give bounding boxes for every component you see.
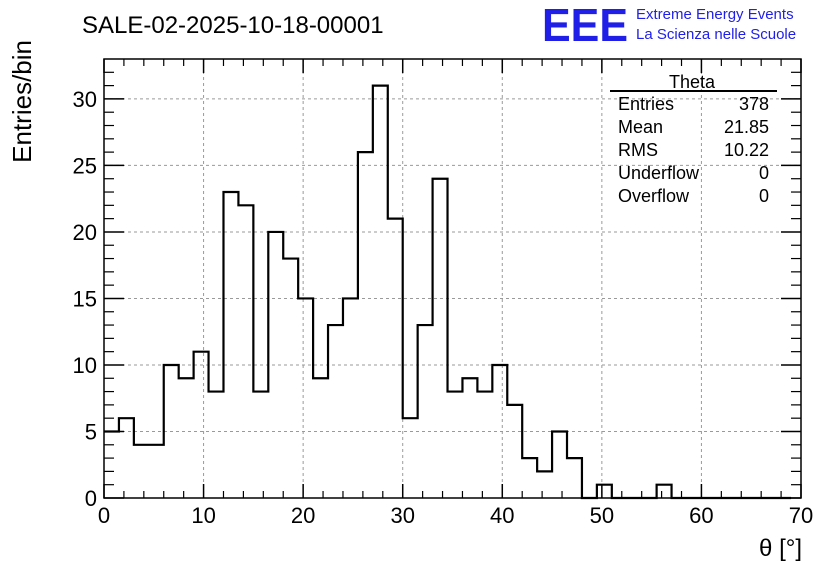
stats-row-label: RMS [618, 140, 658, 160]
histogram-bin [373, 86, 388, 498]
histogram-bin [298, 298, 313, 498]
histogram-bin [448, 392, 463, 498]
histogram-bin [343, 298, 358, 498]
histogram-bin [179, 378, 194, 498]
y-tick-label: 15 [73, 286, 97, 311]
y-tick-label: 0 [85, 486, 97, 511]
histogram-bin [522, 458, 537, 498]
x-tick-labels: 0 10 20 30 40 50 60 70 [98, 503, 813, 528]
histogram-bin [223, 192, 238, 498]
histogram-bin [418, 325, 433, 498]
histogram-bin [552, 431, 567, 498]
histogram-bin [253, 392, 268, 498]
stats-row-label: Underflow [618, 163, 700, 183]
y-tick-label: 20 [73, 220, 97, 245]
stats-row-label: Overflow [618, 186, 690, 206]
y-tick-labels: 0 5 10 15 20 25 30 [73, 87, 97, 511]
stats-row-label: Mean [618, 117, 663, 137]
stats-row-value: 378 [739, 94, 769, 114]
y-tick-label: 30 [73, 87, 97, 112]
histogram-bin [134, 445, 149, 498]
histogram-bin [149, 445, 164, 498]
x-tick-label: 0 [98, 503, 110, 528]
histogram-bin [268, 232, 283, 498]
stats-row-value: 0 [759, 186, 769, 206]
chart-title: SALE-02-2025-10-18-00001 [82, 12, 384, 39]
histogram-bin [388, 219, 403, 498]
stats-row-value: 21.85 [724, 117, 769, 137]
histogram-bin [507, 405, 522, 498]
plot-frame [103, 58, 802, 499]
org-name-line1: Extreme Energy Events [636, 6, 794, 23]
x-tick-label: 50 [590, 503, 614, 528]
histogram-bin [238, 205, 253, 498]
stats-rows: Entries 378 Mean 21.85 RMS 10.22 Underflow 0 Ove… [618, 94, 769, 206]
grid-lines [104, 59, 801, 498]
histogram-bin [164, 365, 179, 498]
histogram-bin [657, 485, 672, 498]
histogram-bin [537, 471, 552, 498]
stats-title: Theta [669, 72, 716, 92]
x-axis-label: θ [°] [759, 535, 802, 562]
histogram-bin [433, 179, 448, 498]
histogram-bin [209, 392, 224, 498]
stats-row-label: Entries [618, 94, 674, 114]
stats-row-value: 0 [759, 163, 769, 183]
histogram-bin [492, 365, 507, 498]
histogram-bins [104, 86, 672, 498]
x-tick-label: 30 [390, 503, 414, 528]
x-tick-label: 70 [789, 503, 813, 528]
x-tick-label: 20 [291, 503, 315, 528]
org-name-line2: La Scienza nelle Scuole [636, 26, 796, 43]
histogram-bin [119, 418, 134, 498]
histogram-bin [104, 431, 119, 498]
x-tick-label: 40 [490, 503, 514, 528]
histogram-bin [283, 259, 298, 498]
y-tick-label: 10 [73, 353, 97, 378]
histogram-bin [313, 378, 328, 498]
y-tick-label: 25 [73, 153, 97, 178]
eee-logo: EEE [542, 0, 628, 51]
minor-ticks [104, 59, 801, 498]
histogram-bin [358, 152, 373, 498]
x-tick-label: 60 [689, 503, 713, 528]
stats-box: Theta Entries 378 Mean 21.85 RMS 10.22 Underfl… [610, 72, 777, 206]
histogram-bin [462, 378, 477, 498]
y-axis-label: Entries/bin [7, 40, 37, 163]
y-tick-label: 5 [85, 419, 97, 444]
histogram-bin [477, 392, 492, 498]
histogram-bin [597, 485, 612, 498]
stats-row-value: 10.22 [724, 140, 769, 160]
histogram-bin [328, 325, 343, 498]
histogram-bin [567, 458, 582, 498]
histogram-bin [194, 352, 209, 498]
histogram-bin [403, 418, 418, 498]
x-tick-label: 10 [191, 503, 215, 528]
